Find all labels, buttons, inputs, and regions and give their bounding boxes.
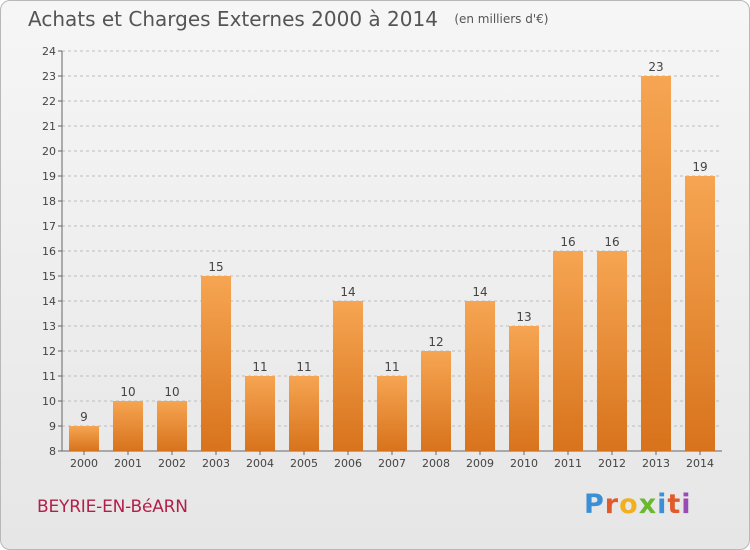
bar-value-label: 9 xyxy=(80,410,88,424)
y-tick-label: 15 xyxy=(42,270,56,283)
bar-value-label: 11 xyxy=(384,360,399,374)
value-labels: 9 10 10 15 11 11 14 11 12 14 13 16 16 23 19 xyxy=(80,60,707,424)
title-unit: (en milliers d'€) xyxy=(454,12,549,26)
bar-value-label: 10 xyxy=(164,385,179,399)
x-tick-label: 2012 xyxy=(598,457,626,470)
commune-name: BEYRIE-EN-BéARN xyxy=(37,497,188,517)
bar xyxy=(465,301,495,451)
bar-value-label: 11 xyxy=(296,360,311,374)
y-tick-label: 10 xyxy=(42,395,56,408)
y-tick-label: 16 xyxy=(42,245,56,258)
y-tick-label: 13 xyxy=(42,320,56,333)
bar xyxy=(157,401,187,451)
x-tick-label: 2008 xyxy=(422,457,450,470)
bar-value-label: 14 xyxy=(340,285,355,299)
x-tick-label: 2002 xyxy=(158,457,186,470)
x-tick-label: 2001 xyxy=(114,457,142,470)
y-tick-label: 14 xyxy=(42,295,56,308)
bar-value-label: 16 xyxy=(560,235,575,249)
bar xyxy=(289,376,319,451)
x-tick-label: 2000 xyxy=(70,457,98,470)
bar xyxy=(421,351,451,451)
y-tick-label: 17 xyxy=(42,220,56,233)
bars xyxy=(69,76,715,451)
bar xyxy=(509,326,539,451)
bar xyxy=(69,426,99,451)
y-tick-label: 22 xyxy=(42,95,56,108)
y-tick-label: 19 xyxy=(42,170,56,183)
x-tick-label: 2014 xyxy=(686,457,714,470)
bar xyxy=(201,276,231,451)
bar-value-label: 19 xyxy=(692,160,707,174)
bar-value-label: 23 xyxy=(648,60,663,74)
y-tick-label: 23 xyxy=(42,70,56,83)
bar xyxy=(377,376,407,451)
y-tick-label: 21 xyxy=(42,120,56,133)
bar-value-label: 14 xyxy=(472,285,487,299)
x-tick-label: 2010 xyxy=(510,457,538,470)
y-tick-label: 24 xyxy=(42,45,56,58)
chart-title: Achats et Charges Externes 2000 à 2014 (… xyxy=(28,7,548,31)
bar-value-label: 16 xyxy=(604,235,619,249)
bar xyxy=(685,176,715,451)
bar xyxy=(333,301,363,451)
y-tick-label: 11 xyxy=(42,370,56,383)
x-tick-label: 2005 xyxy=(290,457,318,470)
logo-letter: o xyxy=(619,489,639,520)
logo-letter: i xyxy=(657,489,668,520)
bar-value-label: 10 xyxy=(120,385,135,399)
bar-value-label: 12 xyxy=(428,335,443,349)
y-tick-label: 8 xyxy=(49,445,56,458)
y-tick-label: 18 xyxy=(42,195,56,208)
bar xyxy=(641,76,671,451)
y-tick-label: 9 xyxy=(49,420,56,433)
x-tick-label: 2003 xyxy=(202,457,230,470)
bar xyxy=(245,376,275,451)
x-tick-label: 2007 xyxy=(378,457,406,470)
logo-letter: x xyxy=(638,489,658,520)
logo-letter: i xyxy=(681,489,692,520)
x-tick-label: 2004 xyxy=(246,457,274,470)
proxiti-logo[interactable]: Proxiti xyxy=(584,489,692,520)
bar xyxy=(553,251,583,451)
title-text: Achats et Charges Externes 2000 à 2014 xyxy=(28,7,438,31)
x-tick-label: 2006 xyxy=(334,457,362,470)
logo-letter: P xyxy=(584,489,605,520)
x-tick-label: 2009 xyxy=(466,457,494,470)
x-tick-label: 2011 xyxy=(554,457,582,470)
x-tick-label: 2013 xyxy=(642,457,670,470)
logo-letter: t xyxy=(667,489,682,520)
y-tick-label: 20 xyxy=(42,145,56,158)
bar-value-label: 11 xyxy=(252,360,267,374)
logo-letter: r xyxy=(604,489,620,520)
bar xyxy=(597,251,627,451)
bar-value-label: 13 xyxy=(516,310,531,324)
y-tick-label: 12 xyxy=(42,345,56,358)
bar-value-label: 15 xyxy=(208,260,223,274)
bar xyxy=(113,401,143,451)
